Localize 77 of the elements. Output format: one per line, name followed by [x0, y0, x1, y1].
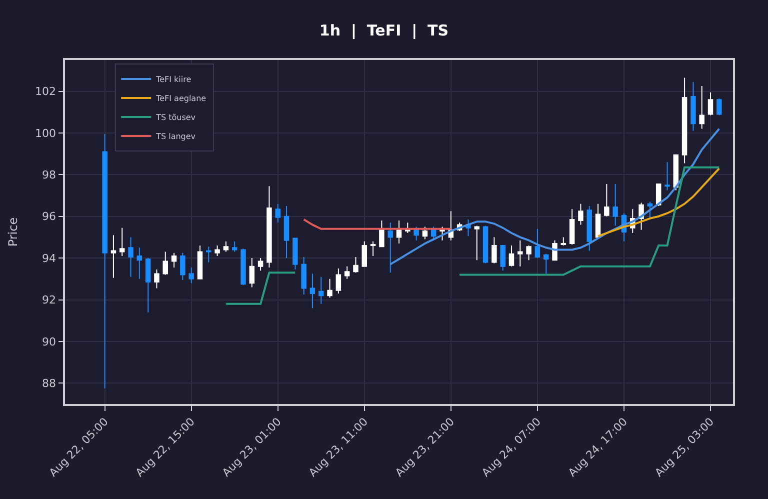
candlestick: [578, 203, 584, 226]
candlestick: [699, 86, 704, 130]
candlestick: [690, 81, 696, 132]
candlestick: [534, 228, 540, 259]
candlestick: [258, 258, 264, 272]
candlestick: [560, 236, 566, 246]
candlestick: [154, 269, 160, 289]
candlestick: [586, 205, 592, 252]
candlestick: [197, 245, 203, 280]
candlestick: [482, 225, 488, 264]
candlestick: [145, 258, 151, 313]
candlestick: [500, 245, 506, 272]
candlestick: [119, 227, 125, 256]
candlestick: [526, 245, 532, 261]
candlestick: [292, 238, 298, 270]
y-tick-label: 100: [35, 126, 56, 140]
candlestick: [214, 245, 220, 256]
candlestick: [162, 251, 168, 276]
candlestick: [344, 266, 350, 280]
candlestick: [422, 226, 428, 240]
candlestick: [518, 240, 523, 267]
candlestick: [388, 222, 393, 274]
candlestick: [682, 77, 688, 164]
candlestick: [370, 240, 376, 256]
candlestick: [240, 248, 246, 286]
candlestick: [362, 240, 368, 267]
candlestick: [310, 273, 316, 309]
y-tick-label: 88: [42, 377, 56, 390]
y-tick-label: 94: [42, 252, 56, 265]
candlestick: [206, 246, 212, 263]
candlestick: [336, 268, 342, 294]
y-axis-title: Price: [6, 217, 20, 247]
candlestick: [353, 256, 358, 274]
candlestick: [405, 222, 410, 234]
candlestick: [188, 266, 194, 284]
candlestick: [543, 253, 549, 274]
legend-label: TeFI aeglane: [155, 94, 206, 104]
candlestick: [508, 245, 514, 267]
candlestick: [664, 162, 670, 191]
candlestick: [708, 92, 714, 116]
y-tick-label: 96: [42, 210, 56, 224]
candlestick: [474, 225, 480, 261]
candlestick: [266, 186, 272, 268]
candlestick: [249, 258, 255, 288]
candlestick: [223, 240, 229, 252]
y-tick-label: 102: [35, 85, 56, 98]
line-series: [389, 128, 720, 266]
candlestick: [318, 276, 324, 304]
candlestick: [232, 240, 238, 252]
candlestick: [595, 203, 601, 239]
candlestick: [171, 252, 177, 268]
legend-label: TS tõusev: [155, 113, 196, 122]
legend-label: TS langev: [155, 132, 196, 142]
candlestick: [716, 98, 722, 116]
candlestick: [136, 247, 142, 280]
candlestick: [284, 205, 290, 259]
candlestick: [492, 236, 497, 264]
y-tick-label: 92: [42, 294, 56, 307]
candlestick: [327, 278, 332, 298]
line-series: [597, 167, 720, 238]
candlestick: [647, 201, 653, 219]
candlestick: [569, 208, 575, 246]
candlestick: [379, 220, 384, 248]
candlestick: [612, 184, 618, 226]
candlestick: [110, 234, 116, 278]
chart-title: 1h | TeFI | TS: [319, 21, 449, 40]
y-tick-label: 98: [42, 168, 56, 182]
legend-label: TeFI kiire: [155, 75, 192, 84]
candlestick: [275, 203, 280, 224]
candlestick: [301, 256, 306, 296]
y-tick-label: 90: [42, 335, 56, 348]
candlestick: [604, 184, 610, 217]
candlestick: [414, 226, 419, 241]
candlestick: [396, 220, 402, 244]
candlestick: [128, 236, 134, 278]
candlestick: [440, 226, 445, 241]
candlestick: [180, 252, 186, 280]
